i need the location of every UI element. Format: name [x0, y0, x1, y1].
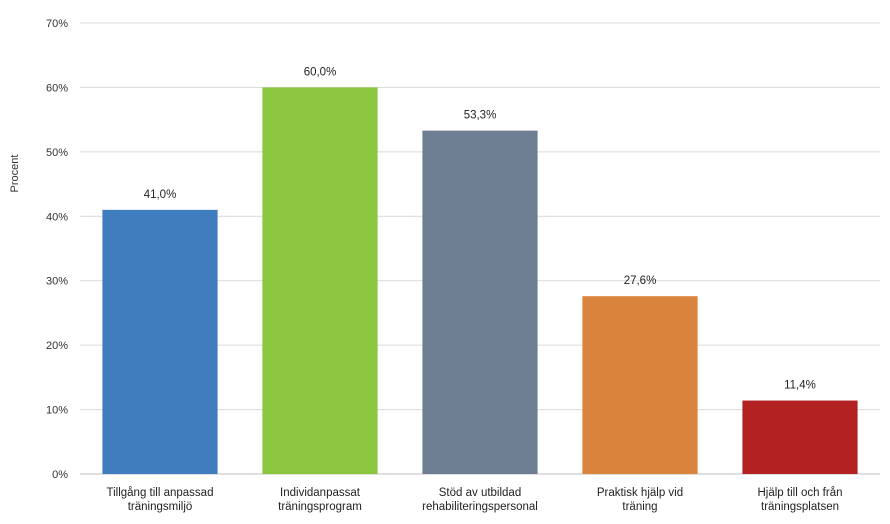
bar	[742, 400, 858, 474]
x-category-label: Tillgång till anpassad träningsmiljö	[107, 487, 214, 513]
y-tick-label: 30%	[46, 276, 68, 288]
bars	[102, 87, 858, 475]
data-label: 41,0%	[144, 189, 177, 201]
y-tick-label: 10%	[46, 405, 68, 417]
data-label: 27,6%	[624, 275, 657, 287]
y-tick-label: 70%	[46, 18, 68, 30]
y-tick-label: 20%	[46, 340, 68, 352]
data-label: 53,3%	[464, 110, 497, 122]
y-axis-title: Procent	[9, 155, 21, 193]
x-axis-labels: Tillgång till anpassad träningsmiljö Indiv…	[107, 487, 843, 513]
x-category-label: Stöd av utbildad rehabiliteringspersonal	[422, 487, 538, 513]
data-label: 11,4%	[784, 380, 816, 392]
bar	[582, 296, 698, 474]
bar	[102, 209, 218, 475]
bar	[422, 130, 538, 475]
y-tick-label: 50%	[46, 147, 68, 159]
x-category-label: Hjälp till och från träningsplatsen	[757, 487, 842, 513]
data-labels: 41,0% 60,0% 53,3% 27,6% 11,4%	[144, 66, 816, 391]
y-tick-label: 60%	[46, 82, 68, 94]
data-label: 60,0%	[304, 66, 337, 78]
bar	[262, 87, 378, 474]
y-axis-ticks: 0% 10% 20% 30% 40% 50% 60% 70%	[46, 18, 68, 481]
y-tick-label: 40%	[46, 211, 68, 223]
y-tick-label: 0%	[52, 469, 68, 481]
x-category-label: Individanpassat träningsprogram	[278, 487, 362, 513]
x-category-label: Praktisk hjälp vid träning	[597, 487, 683, 513]
